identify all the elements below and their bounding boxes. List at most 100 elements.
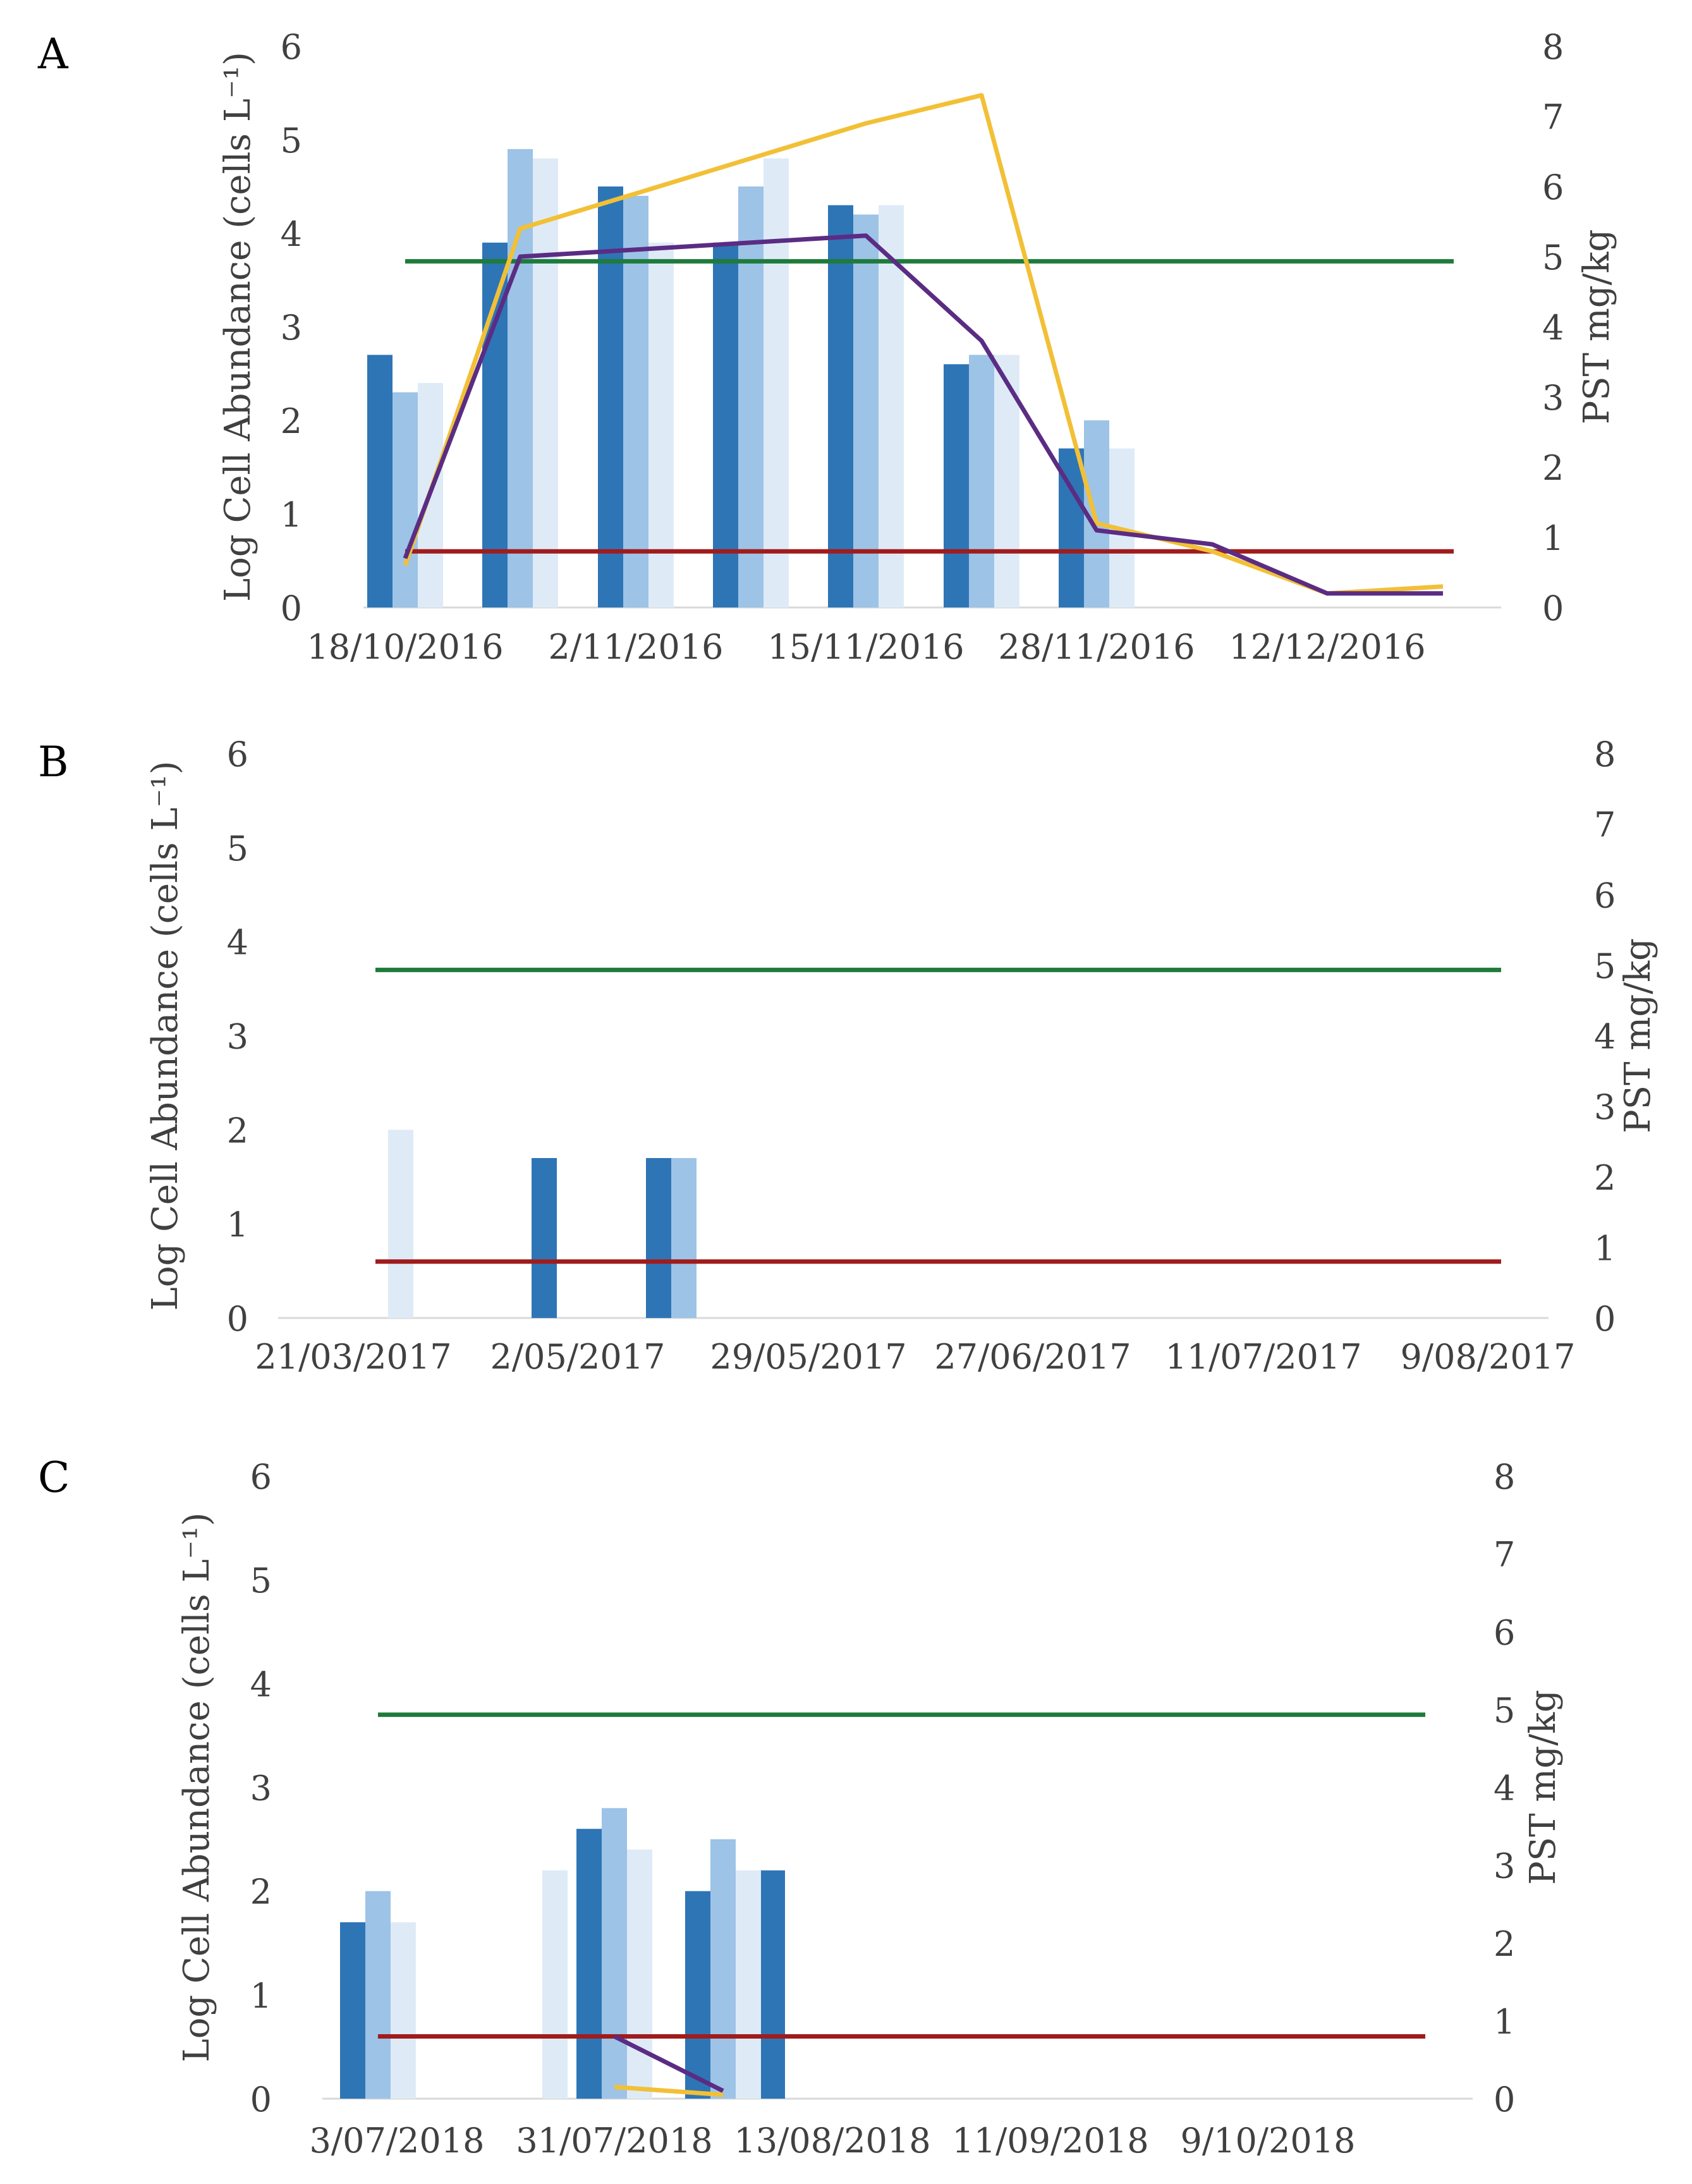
y-right-tick-label: 2 xyxy=(1594,1158,1616,1198)
chart-panel-b: B 0 1 2 3 4 5 6 0 1 2 3 4 5 6 7 8 Log Cell Abundance (cel… xyxy=(38,735,1659,1377)
panel-label: B xyxy=(38,738,69,786)
bar-dark xyxy=(598,186,623,607)
panel-label: C xyxy=(38,1453,70,1502)
y-right-tick-label: 6 xyxy=(1494,1613,1515,1652)
bar-light xyxy=(533,158,558,608)
bar-dark xyxy=(685,1891,710,2099)
bar-dark xyxy=(532,1157,557,1318)
y-left-tick-label: 0 xyxy=(227,1299,248,1339)
y-right-tick-label: 5 xyxy=(1494,1690,1515,1730)
y-right-tick-label: 3 xyxy=(1542,378,1564,418)
y-right-tick-label: 4 xyxy=(1542,308,1564,348)
y-right-tick-label: 1 xyxy=(1494,2002,1515,2042)
x-tick-label: 11/07/2017 xyxy=(1165,1337,1361,1377)
y-right-axis-label: PST mg/kg xyxy=(1617,938,1659,1133)
x-tick-label: 27/06/2017 xyxy=(934,1337,1131,1377)
y-left-tick-label: 1 xyxy=(227,1205,248,1245)
x-tick-label: 3/07/2018 xyxy=(310,2121,485,2161)
bar-medium xyxy=(365,1891,391,2099)
series-line xyxy=(403,93,1444,596)
y-left-tick-label: 1 xyxy=(250,1976,272,2016)
bar-dark xyxy=(713,242,738,607)
bar-light xyxy=(736,1870,761,2099)
y-left-tick-label: 6 xyxy=(281,27,302,67)
bar-dark xyxy=(340,1922,365,2099)
y-right-tick-label: 7 xyxy=(1494,1535,1515,1575)
x-tick-label: 2/05/2017 xyxy=(490,1337,666,1377)
x-tick-label: 13/08/2018 xyxy=(734,2121,930,2161)
y-right-tick-label: 1 xyxy=(1594,1228,1616,1268)
x-tick-label: 29/05/2017 xyxy=(710,1337,906,1377)
x-tick-label: 11/09/2018 xyxy=(952,2121,1148,2161)
bar-medium xyxy=(623,195,648,607)
x-tick-label: 12/12/2016 xyxy=(1229,627,1425,667)
x-tick-label: 18/10/2016 xyxy=(307,627,503,667)
y-right-tick-label: 4 xyxy=(1494,1769,1515,1809)
x-tick-label: 21/03/2017 xyxy=(255,1337,451,1377)
bar-light xyxy=(764,158,789,608)
y-left-tick-label: 4 xyxy=(281,214,302,254)
bar-dark xyxy=(760,1870,785,2099)
chart-panel-c: C 0 1 2 3 4 5 6 0 1 2 3 4 5 6 7 8 Log Cell Abundance (cel… xyxy=(38,1453,1564,2161)
y-left-tick-label: 5 xyxy=(250,1561,272,1601)
y-right-tick-label: 7 xyxy=(1594,805,1616,845)
y-right-tick-label: 2 xyxy=(1494,1924,1515,1964)
y-left-tick-label: 6 xyxy=(227,735,248,774)
bar-dark xyxy=(367,355,393,607)
y-right-tick-label: 5 xyxy=(1542,238,1564,278)
bar-medium xyxy=(853,214,879,607)
bar-light xyxy=(879,205,904,608)
bar-dark xyxy=(646,1157,671,1318)
y-left-tick-label: 0 xyxy=(250,2080,272,2120)
bar-medium xyxy=(969,355,994,607)
series-line xyxy=(403,233,1443,596)
x-tick-label: 28/11/2016 xyxy=(998,627,1195,667)
bar-medium xyxy=(508,149,533,608)
y-left-tick-label: 4 xyxy=(227,923,248,963)
x-tick-label: 2/11/2016 xyxy=(549,627,724,667)
y-right-axis-label: PST mg/kg xyxy=(1576,229,1617,425)
bar-medium xyxy=(710,1839,736,2099)
bar-medium xyxy=(738,186,764,607)
y-left-tick-label: 4 xyxy=(250,1664,272,1704)
y-right-tick-label: 1 xyxy=(1542,518,1564,558)
bar-dark xyxy=(576,1829,602,2099)
series-line xyxy=(613,2034,724,2093)
y-right-tick-label: 3 xyxy=(1494,1846,1515,1886)
y-right-tick-label: 5 xyxy=(1594,946,1616,986)
bar-medium xyxy=(671,1157,697,1318)
bar-medium xyxy=(602,1808,627,2099)
bar-light xyxy=(994,355,1019,607)
x-tick-label: 9/08/2017 xyxy=(1401,1337,1576,1377)
bar-light xyxy=(391,1922,416,2099)
chart-panel-a: A 0 1 2 3 4 5 6 0 1 2 3 4 5 6 7 8 Log Cell Abundance (cel… xyxy=(37,27,1617,667)
y-left-axis-label: Log Cell Abundance (cells L⁻¹) xyxy=(145,761,186,1311)
y-left-tick-label: 2 xyxy=(281,401,302,441)
x-tick-label: 15/11/2016 xyxy=(767,627,964,667)
x-tick-label: 31/07/2018 xyxy=(516,2121,712,2161)
y-left-tick-label: 3 xyxy=(250,1769,272,1809)
y-right-tick-label: 0 xyxy=(1542,589,1564,628)
y-right-tick-label: 8 xyxy=(1594,735,1616,774)
x-tick-label: 9/10/2018 xyxy=(1181,2121,1356,2161)
y-left-tick-label: 3 xyxy=(281,308,302,348)
y-right-tick-label: 3 xyxy=(1594,1087,1616,1127)
y-right-tick-label: 0 xyxy=(1494,2080,1515,2120)
y-left-axis-label: Log Cell Abundance (cells L⁻¹) xyxy=(217,52,259,602)
bar-light xyxy=(542,1870,568,2099)
y-right-tick-label: 8 xyxy=(1494,1457,1515,1497)
bar-dark xyxy=(944,364,969,607)
bar-light xyxy=(388,1130,413,1318)
y-right-tick-label: 2 xyxy=(1542,448,1564,488)
bar-light xyxy=(627,1850,652,2099)
bar-light xyxy=(648,242,674,607)
y-right-tick-label: 0 xyxy=(1594,1299,1616,1339)
y-left-tick-label: 0 xyxy=(281,589,302,628)
y-left-tick-label: 5 xyxy=(281,121,302,161)
bar-dark xyxy=(828,205,853,608)
y-right-tick-label: 4 xyxy=(1594,1017,1616,1057)
y-right-tick-label: 7 xyxy=(1542,97,1564,137)
y-left-tick-label: 5 xyxy=(227,829,248,869)
y-left-tick-label: 3 xyxy=(227,1017,248,1057)
